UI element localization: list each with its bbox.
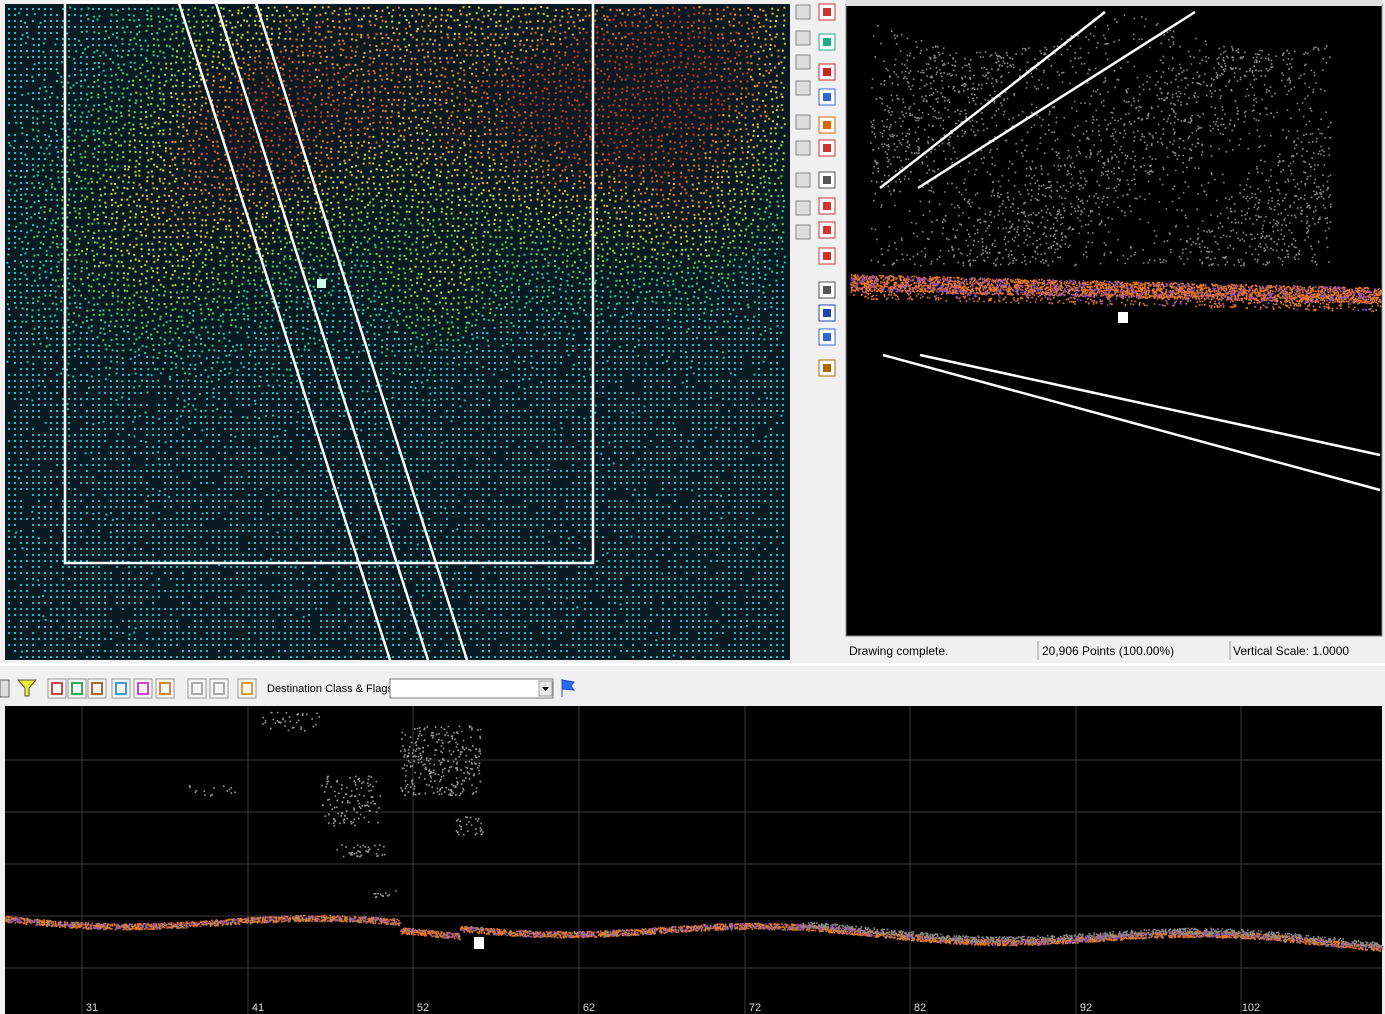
section-points (850, 14, 1382, 313)
section-lines (879, 10, 1381, 492)
tool-icon (137, 682, 149, 695)
tool-icon (823, 176, 831, 184)
selection-box (63, 0, 595, 565)
profile-axis: 31 41 52 62 72 82 92 102 (86, 1002, 1260, 1014)
tool-button[interactable] (795, 140, 811, 156)
tool-icon (823, 333, 831, 341)
tool-icon (823, 38, 831, 46)
tool-icon (823, 226, 831, 234)
separator (0, 663, 1385, 666)
flight-line (919, 353, 1381, 457)
flight-line (879, 11, 1106, 189)
tool-button[interactable] (795, 114, 811, 130)
profile-toolbar (0, 668, 1385, 704)
tool-icon (159, 682, 171, 695)
tool-icon (823, 202, 831, 210)
status-scale: Vertical Scale: 1.0000 (1233, 644, 1349, 658)
status-bar (846, 639, 1382, 660)
point-group (8, 915, 1384, 951)
tool-icon (823, 144, 831, 152)
tool-icon (823, 93, 831, 101)
tool-button[interactable] (47, 678, 67, 699)
axis-label: 72 (749, 1002, 761, 1014)
tool-icon (241, 682, 253, 695)
filter-button[interactable] (16, 679, 38, 697)
tool-icon (823, 286, 831, 294)
tool-icon (823, 309, 831, 317)
tool-button[interactable] (133, 678, 153, 699)
tool-button[interactable] (795, 54, 811, 70)
tool-icon (823, 68, 831, 76)
profile-points (5, 711, 1384, 952)
tool-button[interactable] (795, 80, 811, 96)
destination-label: Destination Class & Flags: (267, 683, 396, 695)
section-view (845, 3, 1383, 637)
tool-button[interactable] (795, 4, 811, 20)
plan-overlays (63, 0, 595, 661)
tool-icon (823, 121, 831, 129)
flight-line (917, 10, 1196, 190)
tool-icon (823, 364, 831, 372)
tool-icon (91, 682, 103, 695)
cursor-marker (474, 937, 484, 949)
vertical-toolbar (795, 3, 836, 377)
tool-icon (823, 252, 831, 260)
profile-grid (5, 706, 1382, 1014)
flight-line (213, 0, 430, 661)
cursor-marker (317, 279, 326, 288)
axis-label: 31 (86, 1002, 98, 1014)
axis-label: 82 (914, 1002, 926, 1014)
tool-button[interactable] (795, 172, 811, 188)
tool-icon (191, 682, 203, 695)
point-group (850, 274, 1382, 313)
tool-icon (823, 8, 831, 16)
tool-button[interactable] (795, 30, 811, 46)
section-toolbar (846, 0, 1382, 6)
tool-icon (115, 682, 127, 695)
axis-label: 41 (252, 1002, 264, 1014)
tool-button[interactable] (111, 678, 131, 699)
flight-line (253, 0, 469, 661)
tool-button[interactable] (67, 678, 87, 699)
tool-button[interactable] (87, 678, 107, 699)
tool-button[interactable] (0, 679, 10, 698)
tool-button[interactable] (795, 224, 811, 240)
flag-button[interactable] (561, 679, 576, 697)
axis-label: 92 (1080, 1002, 1092, 1014)
tool-button[interactable] (237, 678, 257, 699)
flight-line (882, 353, 1381, 492)
point-group (850, 274, 1382, 313)
tool-button[interactable] (795, 200, 811, 216)
tool-button[interactable] (155, 678, 175, 699)
point-group (6, 8, 785, 658)
tool-icon (71, 682, 83, 695)
tool-button[interactable] (187, 678, 207, 699)
tool-button[interactable] (209, 678, 229, 699)
flight-line (176, 0, 392, 661)
tool-icon (213, 682, 225, 695)
axis-label: 62 (583, 1002, 595, 1014)
point-group (870, 14, 1332, 267)
point-group (170, 6, 780, 221)
status-message: Drawing complete. (849, 644, 948, 658)
toolbar-buttons (0, 678, 257, 699)
dropdown-arrow (542, 687, 549, 691)
axis-label: 102 (1242, 1002, 1260, 1014)
cursor-marker (1118, 312, 1128, 323)
tool-icon (51, 682, 63, 695)
status-points: 20,906 Points (100.00%) (1042, 644, 1174, 658)
plan-points (6, 6, 786, 658)
axis-label: 52 (417, 1002, 429, 1014)
profile-view (5, 706, 1382, 1014)
destination-select[interactable] (389, 678, 554, 699)
